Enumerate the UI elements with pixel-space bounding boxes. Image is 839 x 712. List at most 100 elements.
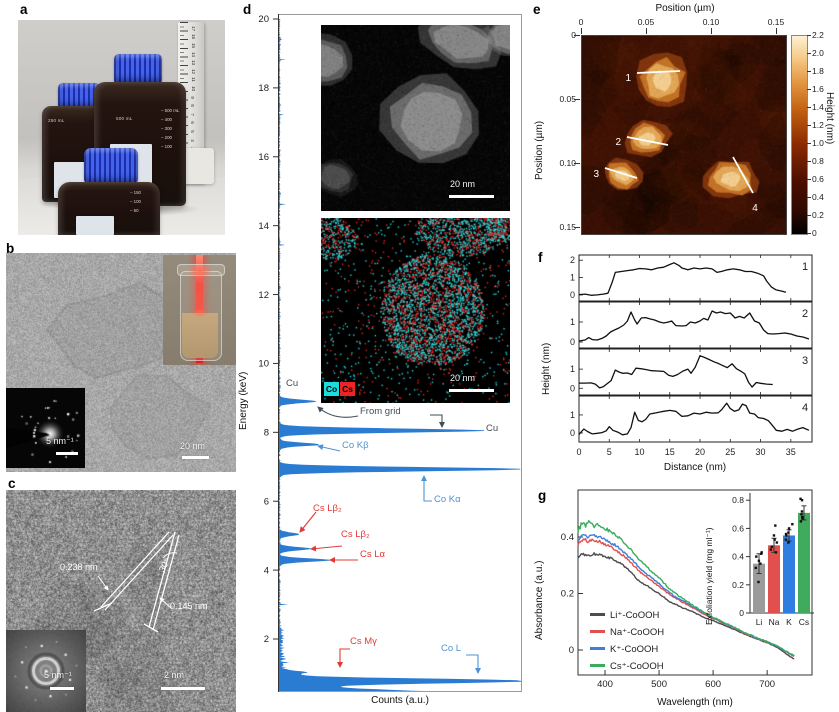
svg-text:500: 500 xyxy=(651,679,667,690)
absorbance-y-axis-label: Absorbance (a.u.) xyxy=(534,560,545,641)
svg-text:700: 700 xyxy=(759,679,775,690)
svg-text:4: 4 xyxy=(752,203,758,214)
peak-label-cs-la: Cs Lα xyxy=(360,549,386,560)
svg-text:18: 18 xyxy=(258,83,269,94)
profiles-y-axis-label: Height (nm) xyxy=(541,342,552,395)
tyndall-vial-inset xyxy=(163,255,236,365)
lattice-annotation-lines xyxy=(93,531,180,633)
svg-text:1: 1 xyxy=(625,73,631,84)
svg-text:0.6: 0.6 xyxy=(732,523,744,533)
counts-axis-label: Counts (a.u.) xyxy=(371,695,429,706)
absorbance-plot: 400 500 600 700 0 0.2 0.4 xyxy=(561,489,813,690)
svg-text:4: 4 xyxy=(802,402,808,414)
map-legend-co: Co xyxy=(324,382,339,396)
bottle-cap xyxy=(84,148,138,184)
svg-text:1: 1 xyxy=(570,364,575,374)
bottle-graduations: – 150– 100– 50 xyxy=(130,190,141,213)
fft-scale-text: 5 nm⁻¹ xyxy=(44,670,72,680)
svg-text:600: 600 xyxy=(705,679,721,690)
bottle-cap xyxy=(58,83,100,109)
svg-text:Cs: Cs xyxy=(799,617,809,627)
map-legend-cs: Cs xyxy=(340,382,355,396)
svg-text:35: 35 xyxy=(786,447,796,457)
svg-text:4: 4 xyxy=(264,565,269,576)
legend-item-li: Li⁺-CoOOH xyxy=(590,610,659,624)
colorbar-label: Height (nm) xyxy=(824,92,835,145)
legend-swatch-cs xyxy=(590,664,605,667)
panel-label-e: e xyxy=(533,2,541,17)
svg-text:20: 20 xyxy=(695,447,705,457)
profiles-x-axis-label: Distance (nm) xyxy=(663,462,727,473)
svg-text:8: 8 xyxy=(264,428,269,439)
svg-text:0.4: 0.4 xyxy=(732,552,744,562)
svg-text:0: 0 xyxy=(739,608,744,618)
svg-text:0: 0 xyxy=(576,447,581,457)
haadf-scale-bar xyxy=(449,195,494,198)
afm-profile-lines: 1 2 3 4 xyxy=(593,70,758,214)
svg-text:1: 1 xyxy=(570,317,575,327)
svg-text:Na: Na xyxy=(769,617,780,627)
svg-text:0: 0 xyxy=(569,645,574,656)
svg-text:2: 2 xyxy=(570,255,575,265)
saed-scale-text: 5 nm⁻¹ xyxy=(46,436,74,446)
bottle-cap xyxy=(114,54,162,84)
svg-text:400: 400 xyxy=(597,679,613,690)
svg-text:1: 1 xyxy=(570,273,575,283)
fft-inset xyxy=(6,630,86,712)
map-scale-text: 20 nm xyxy=(450,373,476,383)
svg-text:20: 20 xyxy=(258,14,269,25)
legend-swatch-li xyxy=(590,613,605,616)
svg-text:0: 0 xyxy=(570,290,575,300)
afm-topography-image xyxy=(581,35,787,235)
peak-label-cu-left: Cu xyxy=(286,378,299,389)
svg-text:1: 1 xyxy=(802,261,808,273)
d-spacing-label-2: 0.145 nm xyxy=(170,601,208,611)
eds-spectrum-plot: 20 18 16 14 12 10 8 6 4 2 xyxy=(258,14,522,692)
fft-scale-bar xyxy=(50,687,74,690)
vial-liquid xyxy=(182,313,218,358)
saed-scale-bar xyxy=(56,452,78,455)
panel-label-d: d xyxy=(243,2,252,17)
haadf-stem-inset xyxy=(321,25,510,211)
peak-label-co-ka: Co Kα xyxy=(434,494,461,505)
svg-text:0: 0 xyxy=(570,383,575,393)
svg-text:5: 5 xyxy=(607,447,612,457)
svg-text:3: 3 xyxy=(593,169,599,180)
afm-top-axis-label: Position (µm) xyxy=(655,3,715,14)
svg-text:1: 1 xyxy=(570,410,575,420)
peak-label-co-l: Co L xyxy=(441,643,462,654)
saed-pattern-inset xyxy=(6,388,85,468)
bottle-volume-label: 500 mL xyxy=(116,116,133,121)
svg-text:K: K xyxy=(786,617,792,627)
hrtem-scale-bar xyxy=(161,687,205,690)
svg-text:2: 2 xyxy=(264,634,269,645)
legend-item-na: Na⁺-CoOOH xyxy=(590,627,664,641)
svg-text:3: 3 xyxy=(802,355,808,367)
panel-label-g: g xyxy=(538,488,547,503)
height-colorbar xyxy=(791,35,808,235)
panel-label-c: c xyxy=(8,476,16,491)
svg-text:0.2: 0.2 xyxy=(561,589,574,600)
d-spacing-label-1: 0.238 nm xyxy=(60,562,98,572)
svg-text:12: 12 xyxy=(258,290,269,301)
peak-label-cs-lb2-a: Cs Lβ₂ xyxy=(313,503,342,514)
tem-scale-text: 20 nm xyxy=(180,441,206,451)
svg-text:10: 10 xyxy=(635,447,645,457)
energy-axis-label: Energy (keV) xyxy=(238,371,249,430)
afm-left-axis-label: Position (µm) xyxy=(534,120,545,180)
photo-bottles: 1234567891011121314151617 250 mL 500 mL … xyxy=(18,20,225,235)
legend-item-cs: Cs⁺-CoOOH xyxy=(590,661,664,675)
panel-label-a: a xyxy=(20,2,28,17)
svg-text:2: 2 xyxy=(802,308,808,320)
legend-swatch-na xyxy=(590,630,605,633)
absorbance-x-axis-label: Wavelength (nm) xyxy=(657,697,733,708)
exfoliation-yield-inset: 0 0.2 0.4 0.6 0.8 Li Na K Cs xyxy=(732,493,814,627)
legend-swatch-k xyxy=(590,647,605,650)
yield-y-axis-label: Exfoliation yield (mg ml⁻¹) xyxy=(704,527,714,625)
svg-text:25: 25 xyxy=(725,447,735,457)
svg-text:0.4: 0.4 xyxy=(561,532,574,543)
map-scale-bar xyxy=(449,389,494,392)
peak-label-from-grid: From grid xyxy=(360,406,401,417)
haadf-scale-text: 20 nm xyxy=(450,179,476,189)
